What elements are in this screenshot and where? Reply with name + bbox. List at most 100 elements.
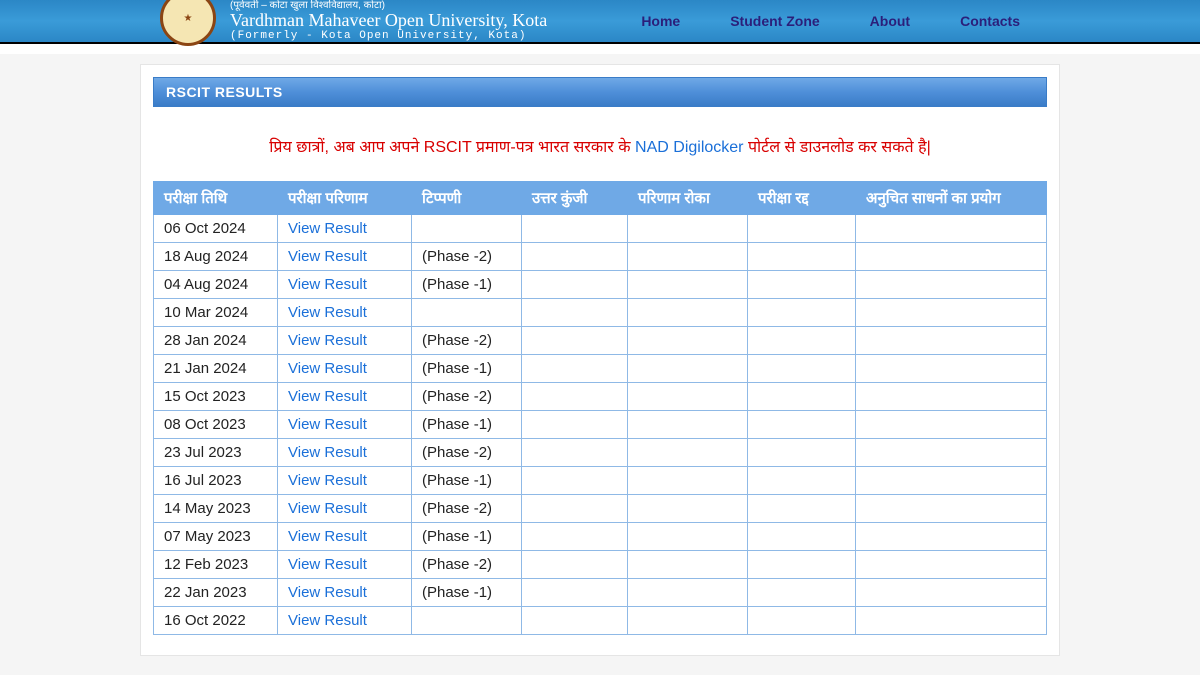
- cell-comment: (Phase -2): [412, 243, 522, 271]
- cell-empty: [856, 495, 1047, 523]
- nav-contacts[interactable]: Contacts: [960, 13, 1020, 29]
- results-table: परीक्षा तिथि परीक्षा परिणाम टिप्पणी उत्त…: [153, 181, 1047, 635]
- cell-empty: [522, 299, 628, 327]
- table-row: 16 Jul 2023View Result(Phase -1): [154, 467, 1047, 495]
- cell-empty: [856, 327, 1047, 355]
- view-result-link[interactable]: View Result: [278, 299, 412, 327]
- cell-empty: [748, 523, 856, 551]
- cell-empty: [522, 523, 628, 551]
- digilocker-notice: प्रिय छात्रों, अब आप अपने RSCIT प्रमाण-प…: [153, 135, 1047, 157]
- table-row: 04 Aug 2024View Result(Phase -1): [154, 271, 1047, 299]
- view-result-link[interactable]: View Result: [278, 327, 412, 355]
- cell-exam-date: 08 Oct 2023: [154, 411, 278, 439]
- table-row: 21 Jan 2024View Result(Phase -1): [154, 355, 1047, 383]
- panel-title: RSCIT RESULTS: [153, 77, 1047, 107]
- cell-empty: [856, 551, 1047, 579]
- cell-empty: [856, 299, 1047, 327]
- cell-empty: [628, 467, 748, 495]
- view-result-link[interactable]: View Result: [278, 271, 412, 299]
- cell-comment: (Phase -2): [412, 383, 522, 411]
- nav-home[interactable]: Home: [641, 13, 680, 29]
- cell-comment: (Phase -1): [412, 523, 522, 551]
- table-header-row: परीक्षा तिथि परीक्षा परिणाम टिप्पणी उत्त…: [154, 182, 1047, 215]
- cell-empty: [856, 411, 1047, 439]
- cell-empty: [522, 607, 628, 635]
- cell-empty: [748, 411, 856, 439]
- cell-empty: [856, 355, 1047, 383]
- view-result-link[interactable]: View Result: [278, 355, 412, 383]
- cell-empty: [748, 579, 856, 607]
- cell-comment: [412, 215, 522, 243]
- cell-empty: [628, 551, 748, 579]
- cell-comment: (Phase -1): [412, 467, 522, 495]
- cell-empty: [856, 243, 1047, 271]
- table-row: 08 Oct 2023View Result(Phase -1): [154, 411, 1047, 439]
- table-row: 06 Oct 2024View Result: [154, 215, 1047, 243]
- university-hindi-line: (पूर्ववर्ती – कोटा खुला विश्‍वविद्यालय, …: [230, 0, 547, 11]
- cell-empty: [628, 271, 748, 299]
- view-result-link[interactable]: View Result: [278, 467, 412, 495]
- cell-empty: [748, 215, 856, 243]
- table-row: 12 Feb 2023View Result(Phase -2): [154, 551, 1047, 579]
- cell-empty: [856, 271, 1047, 299]
- cell-comment: [412, 607, 522, 635]
- main-nav: Home Student Zone About Contacts: [641, 13, 1200, 29]
- cell-exam-date: 12 Feb 2023: [154, 551, 278, 579]
- th-exam-result: परीक्षा परिणाम: [278, 182, 412, 215]
- view-result-link[interactable]: View Result: [278, 523, 412, 551]
- digilocker-link[interactable]: NAD Digilocker: [635, 139, 743, 156]
- view-result-link[interactable]: View Result: [278, 495, 412, 523]
- cell-exam-date: 21 Jan 2024: [154, 355, 278, 383]
- cell-empty: [628, 495, 748, 523]
- cell-empty: [628, 327, 748, 355]
- table-row: 10 Mar 2024View Result: [154, 299, 1047, 327]
- cell-empty: [628, 607, 748, 635]
- nav-about[interactable]: About: [870, 13, 910, 29]
- cell-empty: [628, 523, 748, 551]
- cell-comment: [412, 299, 522, 327]
- main-panel: RSCIT RESULTS प्रिय छात्रों, अब आप अपने …: [140, 64, 1060, 656]
- cell-exam-date: 04 Aug 2024: [154, 271, 278, 299]
- notice-pre: प्रिय छात्रों, अब आप अपने RSCIT प्रमाण-प…: [269, 139, 635, 156]
- view-result-link[interactable]: View Result: [278, 607, 412, 635]
- cell-empty: [522, 215, 628, 243]
- cell-empty: [856, 215, 1047, 243]
- cell-empty: [748, 243, 856, 271]
- cell-exam-date: 16 Jul 2023: [154, 467, 278, 495]
- view-result-link[interactable]: View Result: [278, 383, 412, 411]
- cell-empty: [748, 495, 856, 523]
- cell-exam-date: 07 May 2023: [154, 523, 278, 551]
- cell-empty: [522, 271, 628, 299]
- university-name: Vardhman Mahaveer Open University, Kota: [230, 11, 547, 31]
- cell-empty: [628, 439, 748, 467]
- view-result-link[interactable]: View Result: [278, 551, 412, 579]
- cell-exam-date: 14 May 2023: [154, 495, 278, 523]
- cell-comment: (Phase -2): [412, 439, 522, 467]
- cell-empty: [856, 523, 1047, 551]
- cell-empty: [748, 299, 856, 327]
- table-row: 15 Oct 2023View Result(Phase -2): [154, 383, 1047, 411]
- cell-empty: [748, 383, 856, 411]
- cell-comment: (Phase -2): [412, 551, 522, 579]
- cell-empty: [856, 439, 1047, 467]
- cell-empty: [522, 355, 628, 383]
- nav-student-zone[interactable]: Student Zone: [730, 13, 819, 29]
- th-answer-key: उत्तर कुंजी: [522, 182, 628, 215]
- cell-comment: (Phase -1): [412, 271, 522, 299]
- view-result-link[interactable]: View Result: [278, 579, 412, 607]
- table-row: 28 Jan 2024View Result(Phase -2): [154, 327, 1047, 355]
- table-row: 22 Jan 2023View Result(Phase -1): [154, 579, 1047, 607]
- cell-empty: [628, 243, 748, 271]
- view-result-link[interactable]: View Result: [278, 215, 412, 243]
- cell-empty: [748, 327, 856, 355]
- view-result-link[interactable]: View Result: [278, 439, 412, 467]
- cell-empty: [748, 355, 856, 383]
- view-result-link[interactable]: View Result: [278, 243, 412, 271]
- th-exam-date: परीक्षा तिथि: [154, 182, 278, 215]
- cell-empty: [522, 383, 628, 411]
- cell-exam-date: 16 Oct 2022: [154, 607, 278, 635]
- cell-exam-date: 23 Jul 2023: [154, 439, 278, 467]
- cell-exam-date: 18 Aug 2024: [154, 243, 278, 271]
- th-result-hold: परिणाम रोका: [628, 182, 748, 215]
- view-result-link[interactable]: View Result: [278, 411, 412, 439]
